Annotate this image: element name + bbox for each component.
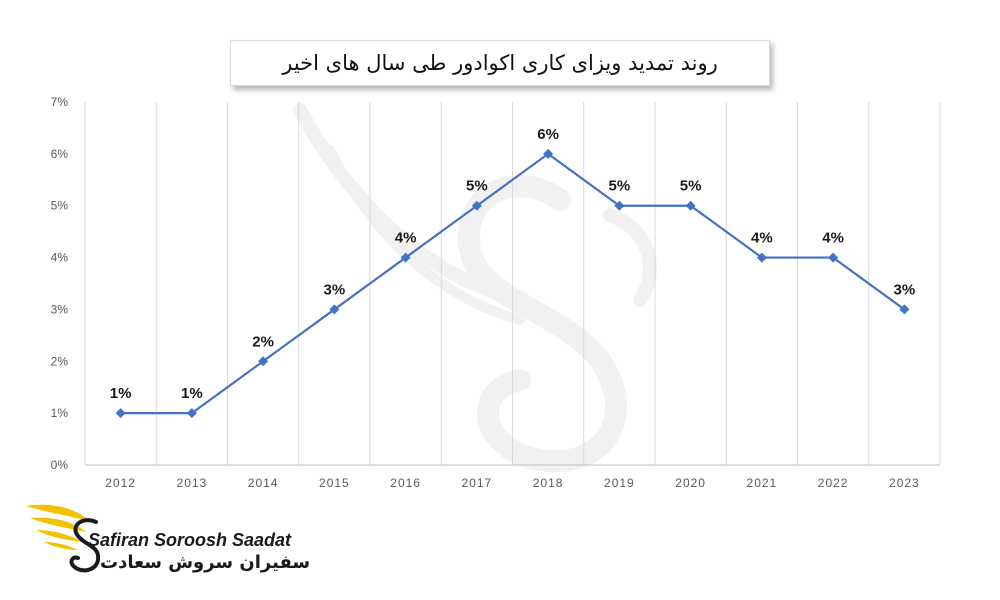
brand-logo	[26, 504, 101, 573]
x-tick-label: 2012	[105, 476, 136, 490]
data-point	[756, 252, 767, 263]
x-tick-label: 2022	[818, 476, 849, 490]
x-tick-label: 2014	[248, 476, 279, 490]
data-point	[115, 408, 126, 419]
s-emblem-icon	[69, 518, 101, 573]
x-tick-label: 2023	[889, 476, 920, 490]
y-axis: 0% 1% 2% 3% 4% 5% 6% 7%	[51, 95, 69, 472]
x-tick-label: 2017	[462, 476, 493, 490]
data-label: 1%	[181, 385, 203, 402]
series-polyline	[120, 152, 906, 415]
data-label: 5%	[680, 178, 702, 195]
data-label: 3%	[894, 281, 916, 298]
y-tick-label: 2%	[51, 354, 69, 368]
y-tick-label: 3%	[51, 302, 69, 316]
x-tick-label: 2018	[533, 476, 564, 490]
data-labels: 1% 1% 2% 3% 4% 5% 6% 5% 5% 4% 4% 3%	[110, 126, 915, 402]
data-point	[329, 304, 340, 315]
data-point	[614, 200, 625, 211]
data-label: 2%	[252, 333, 274, 350]
chart-title: روند تمدید ویزای کاری اکوادور طی سال های…	[230, 40, 770, 86]
data-point	[258, 356, 269, 367]
watermark-logo	[293, 103, 657, 473]
x-tick-label: 2019	[604, 476, 635, 490]
y-tick-label: 7%	[51, 95, 69, 109]
y-tick-label: 1%	[51, 406, 69, 420]
data-point	[400, 252, 411, 263]
brand-name-en: Safiran Soroosh Saadat	[88, 530, 292, 550]
y-tick-label: 5%	[51, 199, 69, 213]
y-tick-label: 0%	[51, 458, 69, 472]
x-tick-label: 2016	[390, 476, 421, 490]
data-label: 5%	[609, 178, 631, 195]
data-label: 4%	[751, 230, 773, 247]
brand-name-fa: سفیران سروش سعادت	[100, 552, 311, 573]
series-line	[115, 148, 910, 419]
y-tick-label: 4%	[51, 251, 69, 265]
data-label: 1%	[110, 385, 132, 402]
x-axis: 2012 2013 2014 2015 2016 2017 2018 2019 2020 2021…	[105, 476, 920, 490]
x-tick-label: 2021	[747, 476, 778, 490]
wing-icon	[26, 504, 90, 550]
x-tick-label: 2020	[675, 476, 706, 490]
data-label: 6%	[537, 126, 559, 143]
x-tick-label: 2015	[319, 476, 350, 490]
data-point	[828, 252, 839, 263]
x-tick-label: 2013	[177, 476, 208, 490]
chart-grid	[84, 102, 941, 466]
data-label: 4%	[822, 230, 844, 247]
data-point	[471, 200, 482, 211]
data-point	[685, 200, 696, 211]
data-point	[899, 304, 910, 315]
data-point	[543, 148, 554, 159]
data-point	[186, 408, 197, 419]
data-label: 3%	[324, 281, 346, 298]
data-label: 4%	[395, 230, 417, 247]
data-label: 5%	[466, 178, 488, 195]
y-tick-label: 6%	[51, 147, 69, 161]
